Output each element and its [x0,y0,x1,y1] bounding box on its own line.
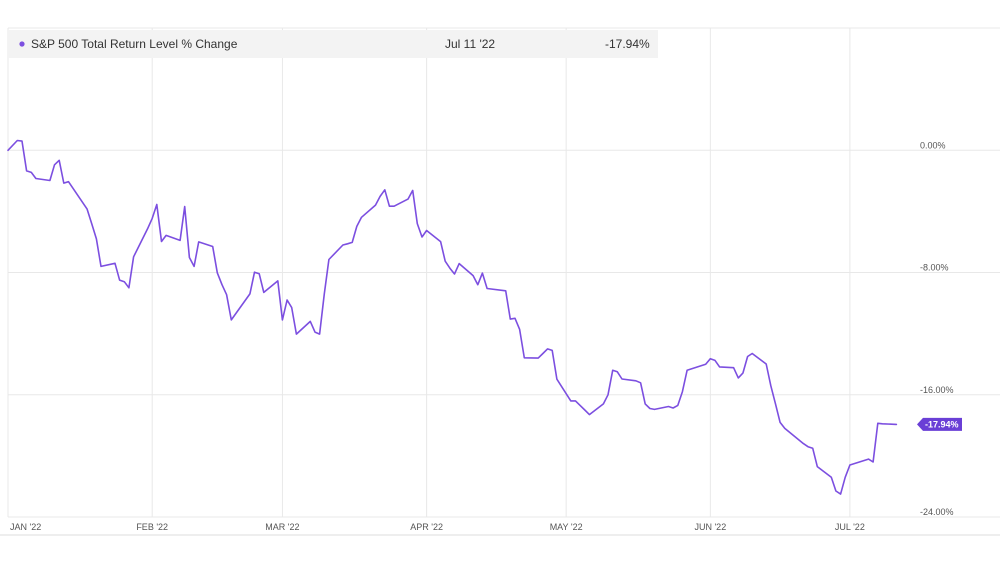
last-value-label: -17.94% [925,420,959,430]
y-tick-label: -24.00% [920,507,954,517]
badge-shape [917,417,962,431]
legend-bar[interactable]: S&P 500 Total Return Level % Change Jul … [8,30,658,58]
series-line [7,139,898,495]
x-tick-label: MAR '22 [265,522,299,532]
x-tick-label: JAN '22 [10,522,41,532]
x-tick-label: MAY '22 [550,522,583,532]
y-tick-label: -8.00% [920,263,949,273]
legend-series-name: S&P 500 Total Return Level % Change [31,37,238,51]
x-tick-label: JUL '22 [835,522,865,532]
legend-date: Jul 11 '22 [445,37,495,51]
x-axis-ticks: JAN '22 FEB '22 MAR '22 APR '22 MAY '22 JUN '… [10,522,865,532]
legend-value: -17.94% [605,37,650,51]
y-tick-label: 0.00% [920,140,946,150]
y-tick-label: -16.00% [920,385,954,395]
x-tick-label: FEB '22 [136,522,168,532]
last-value-badge: -17.94% [917,417,962,431]
y-axis-ticks: 0.00% -8.00% -16.00% -24.00% [920,140,954,517]
x-tick-label: APR '22 [410,522,443,532]
grid [0,27,1000,536]
series-dot-icon [19,41,25,47]
legend-background [8,30,658,58]
series-group [7,139,898,495]
x-tick-label: JUN '22 [694,522,726,532]
